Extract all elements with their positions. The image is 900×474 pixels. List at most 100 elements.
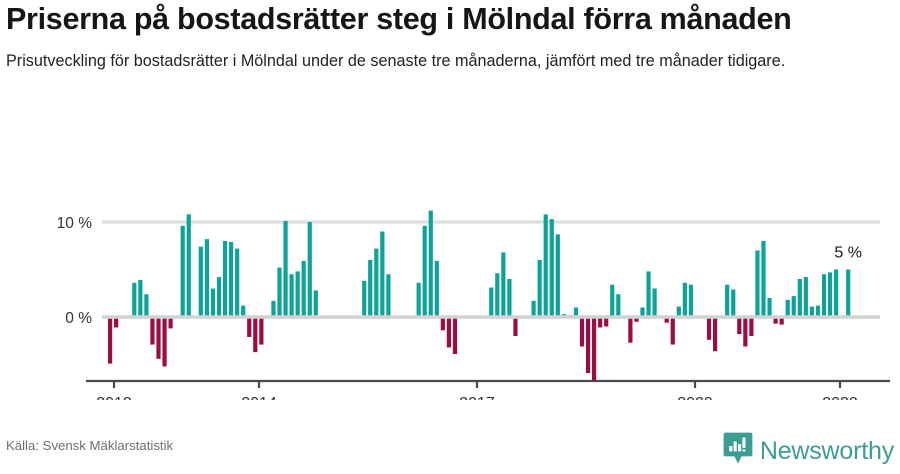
bar[interactable] xyxy=(537,260,542,317)
bar[interactable] xyxy=(446,317,451,348)
bar[interactable] xyxy=(755,250,760,318)
bar[interactable] xyxy=(452,317,458,355)
bar[interactable] xyxy=(180,225,185,317)
bar[interactable] xyxy=(374,248,379,317)
bar[interactable] xyxy=(198,246,203,317)
bar[interactable] xyxy=(585,317,591,374)
bar[interactable] xyxy=(549,219,554,317)
bar[interactable] xyxy=(108,317,113,364)
x-axis-label: 2020 xyxy=(677,395,713,400)
bar[interactable] xyxy=(495,273,500,317)
bar[interactable] xyxy=(507,279,512,317)
bar[interactable] xyxy=(713,317,718,352)
bar[interactable] xyxy=(144,294,149,317)
bar[interactable] xyxy=(229,241,234,317)
bar[interactable] xyxy=(616,294,621,317)
bar[interactable] xyxy=(761,241,766,317)
bar[interactable] xyxy=(670,317,675,345)
bar[interactable] xyxy=(543,214,548,317)
bar[interactable] xyxy=(598,317,603,328)
bar[interactable] xyxy=(785,299,790,317)
bar[interactable] xyxy=(821,274,827,317)
bar[interactable] xyxy=(416,282,421,317)
bar[interactable] xyxy=(489,287,494,317)
y-axis-labels: 0 % 10 % xyxy=(57,215,93,327)
bar[interactable] xyxy=(210,288,216,318)
bar[interactable] xyxy=(114,317,119,328)
bar[interactable] xyxy=(846,269,851,318)
bar[interactable] xyxy=(809,306,814,317)
x-axis-label: 2014 xyxy=(241,395,277,400)
bar[interactable] xyxy=(386,274,391,317)
bar[interactable] xyxy=(422,225,427,317)
newsworthy-logo[interactable]: Newsworthy xyxy=(723,432,894,470)
bar[interactable] xyxy=(259,317,264,345)
bar[interactable] xyxy=(592,317,597,381)
bar[interactable] xyxy=(725,284,730,317)
bar[interactable] xyxy=(440,317,445,331)
bar[interactable] xyxy=(827,272,833,317)
bar[interactable] xyxy=(815,305,821,317)
chart-header: Priserna på bostadsrätter steg i Mölndal… xyxy=(6,2,876,74)
bar[interactable] xyxy=(368,260,373,317)
bar[interactable] xyxy=(779,317,784,325)
chart-subtitle: Prisutveckling för bostadsrätter i Mölnd… xyxy=(6,52,786,71)
bar[interactable] xyxy=(797,279,802,317)
bar[interactable] xyxy=(834,269,839,318)
bar[interactable] xyxy=(428,210,433,317)
y-axis-label: 0 % xyxy=(65,310,92,327)
bar[interactable] xyxy=(222,241,228,317)
bar[interactable] xyxy=(646,271,651,317)
bar[interactable] xyxy=(204,239,209,317)
bar[interactable] xyxy=(767,298,772,317)
bar[interactable] xyxy=(579,317,585,347)
bar[interactable] xyxy=(138,279,143,317)
bar[interactable] xyxy=(676,306,681,317)
bar[interactable] xyxy=(295,271,300,317)
bar[interactable] xyxy=(640,307,645,318)
bar[interactable] xyxy=(604,317,609,327)
bar[interactable] xyxy=(743,317,748,347)
bar[interactable] xyxy=(749,317,754,336)
bar[interactable] xyxy=(150,317,155,345)
y-axis-label: 10 % xyxy=(57,215,93,232)
bar[interactable] xyxy=(362,280,367,317)
bar[interactable] xyxy=(555,234,560,317)
bar[interactable] xyxy=(277,267,282,317)
bar[interactable] xyxy=(682,282,687,317)
bar[interactable] xyxy=(380,231,385,318)
bar[interactable] xyxy=(132,282,137,317)
bar[interactable] xyxy=(803,277,808,317)
bar[interactable] xyxy=(168,317,173,329)
bar[interactable] xyxy=(186,214,191,317)
bar[interactable] xyxy=(731,289,736,317)
bar[interactable] xyxy=(301,260,306,317)
bar[interactable] xyxy=(247,317,252,337)
bar[interactable] xyxy=(737,317,742,335)
bar[interactable] xyxy=(216,277,222,317)
bar[interactable] xyxy=(162,317,167,367)
bar[interactable] xyxy=(664,317,669,323)
bar[interactable] xyxy=(706,317,712,340)
bar[interactable] xyxy=(253,317,258,353)
bar[interactable] xyxy=(241,305,246,317)
bar[interactable] xyxy=(434,260,439,317)
bar[interactable] xyxy=(531,300,536,317)
bar[interactable] xyxy=(652,288,657,318)
bar[interactable] xyxy=(283,221,288,317)
bar[interactable] xyxy=(513,317,518,336)
bar[interactable] xyxy=(235,248,240,317)
bar[interactable] xyxy=(156,317,161,359)
bar[interactable] xyxy=(773,317,778,324)
bar[interactable] xyxy=(313,290,318,317)
bar[interactable] xyxy=(501,252,506,317)
bar[interactable] xyxy=(289,274,294,317)
bar[interactable] xyxy=(573,307,579,318)
bar[interactable] xyxy=(271,300,276,317)
bar[interactable] xyxy=(307,222,312,317)
bar[interactable] xyxy=(628,317,633,343)
bar[interactable] xyxy=(688,284,693,317)
bar[interactable] xyxy=(610,284,615,317)
bar[interactable] xyxy=(634,317,639,322)
bar[interactable] xyxy=(791,296,796,317)
